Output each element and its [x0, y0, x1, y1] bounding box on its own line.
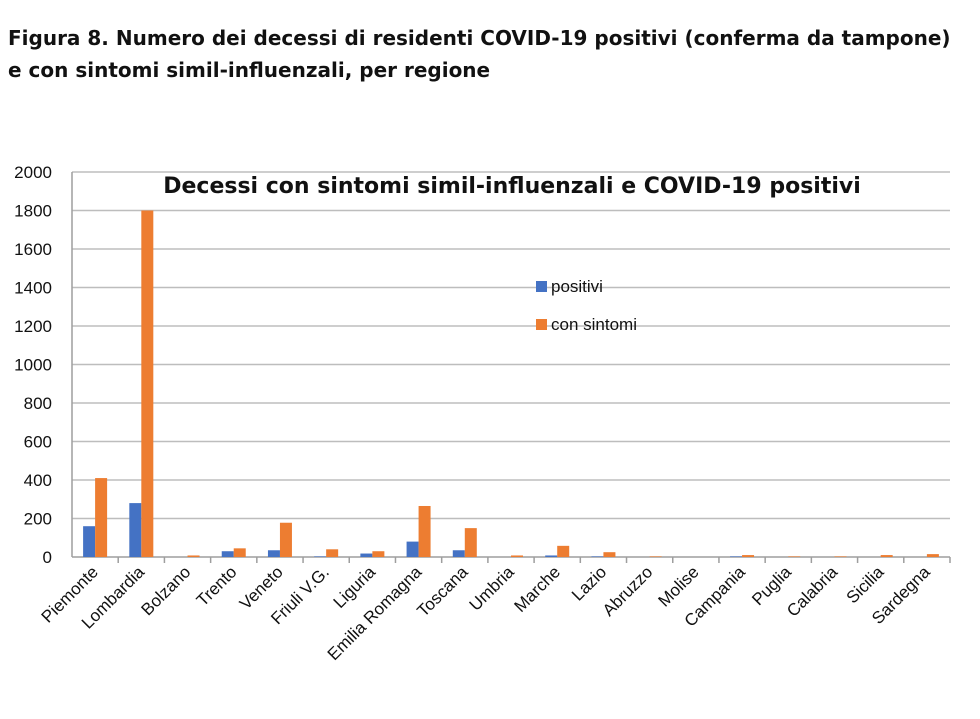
axes: [71, 172, 951, 563]
bar-positivi-marche: [545, 555, 558, 557]
x-category-label: Toscana: [413, 562, 472, 621]
bar-con-sintomi-marche: [557, 545, 570, 557]
legend-label: con sintomi: [551, 315, 637, 334]
x-category-labels: PiemonteLombardiaBolzanoTrentoVenetoFriu…: [38, 562, 934, 664]
y-tick-label: 2000: [14, 163, 52, 182]
bar-con-sintomi-emilia-romagna: [418, 505, 431, 557]
x-category-label: Trento: [193, 562, 241, 610]
bar-con-sintomi-trento: [233, 548, 246, 557]
y-tick-label: 0: [43, 548, 52, 567]
x-category-label: Bolzano: [137, 562, 194, 619]
y-tick-label: 1000: [14, 356, 52, 375]
bar-con-sintomi-friuli-v-g-: [326, 549, 339, 557]
x-category-label: Marche: [511, 562, 565, 616]
bar-positivi-lazio: [591, 556, 604, 557]
bar-positivi-trento: [221, 551, 234, 557]
bar-con-sintomi-sardegna: [926, 554, 939, 557]
bar-con-sintomi-lombardia: [141, 210, 154, 557]
legend-swatch-con-sintomi: [536, 319, 547, 330]
bar-con-sintomi-veneto: [279, 522, 292, 557]
bar-positivi-toscana: [452, 550, 465, 557]
bar-positivi-lombardia: [129, 503, 142, 557]
x-category-label: Calabria: [783, 562, 842, 621]
bar-con-sintomi-lazio: [603, 552, 616, 557]
bar-positivi-campania: [730, 556, 743, 557]
bar-positivi-emilia-romagna: [406, 541, 419, 557]
y-tick-label: 200: [24, 510, 52, 529]
bar-positivi-piemonte: [83, 526, 96, 557]
bar-con-sintomi-bolzano: [187, 555, 200, 557]
x-category-label: Umbria: [466, 562, 519, 615]
y-tick-label: 1200: [14, 317, 52, 336]
bar-con-sintomi-umbria: [511, 555, 523, 557]
chart-title: Decessi con sintomi simil-influenzali e …: [163, 174, 861, 199]
gridlines: [72, 171, 950, 520]
bars: [83, 210, 939, 557]
bar-con-sintomi-sicilia: [880, 555, 893, 557]
bar-con-sintomi-toscana: [464, 528, 477, 557]
bar-con-sintomi-piemonte: [95, 478, 108, 557]
x-category-label: Lazio: [568, 562, 610, 604]
bar-con-sintomi-abruzzo: [649, 556, 662, 557]
figure-title: Figura 8. Numero dei decessi di resident…: [8, 26, 951, 82]
legend-swatch-positivi: [536, 281, 547, 292]
y-tick-label: 800: [24, 394, 52, 413]
y-tick-labels: 0 200 400 600 800 1000 1200 1400 1600 1800 2000: [14, 163, 52, 567]
bar-con-sintomi-liguria: [372, 551, 385, 557]
y-tick-label: 600: [24, 433, 52, 452]
bar-positivi-veneto: [267, 550, 280, 557]
bar-con-sintomi-campania: [742, 555, 755, 557]
bar-positivi-friuli-v-g-: [314, 556, 327, 557]
bar-con-sintomi-puglia: [788, 556, 801, 557]
y-tick-label: 1600: [14, 240, 52, 259]
legend: positivi con sintomi: [536, 277, 637, 334]
x-category-label: Abruzzo: [599, 562, 657, 620]
bar-positivi-liguria: [360, 553, 373, 557]
y-tick-label: 1800: [14, 202, 52, 221]
y-tick-label: 1400: [14, 279, 52, 298]
bar-con-sintomi-calabria: [834, 556, 847, 557]
y-tick-label: 400: [24, 471, 52, 490]
legend-label: positivi: [551, 277, 603, 296]
